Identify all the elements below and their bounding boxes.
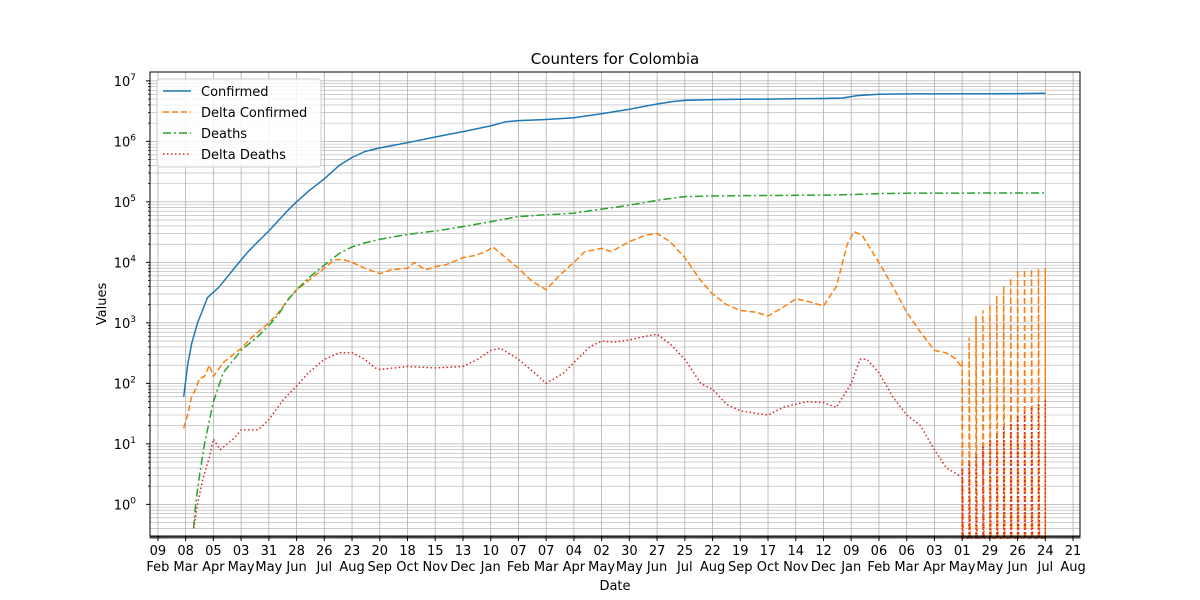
y-axis-label: Values <box>95 283 110 326</box>
x-tick-day: 28 <box>288 544 305 559</box>
legend-items: Confirmed Delta Confirmed Deaths Delta Deat… <box>163 85 307 163</box>
x-tick-month: Jun <box>1006 560 1027 575</box>
y-tick-label: 102 <box>114 375 136 392</box>
x-tick-day: 06 <box>898 544 915 559</box>
x-tick-month: Nov <box>783 560 809 575</box>
x-tick-day: 01 <box>954 544 971 559</box>
x-tick-day: 23 <box>344 544 361 559</box>
x-tick-day: 10 <box>482 544 499 559</box>
legend: Confirmed Delta Confirmed Deaths Delta Deat… <box>156 78 322 168</box>
series-line-1 <box>182 231 963 429</box>
x-tick-day: 13 <box>455 544 472 559</box>
x-tick-month: Aug <box>339 560 364 575</box>
x-tick-day: 26 <box>316 544 333 559</box>
legend-label-1: Delta Confirmed <box>201 106 307 121</box>
x-tick-month: Jan <box>840 560 861 575</box>
x-tick-month: Nov <box>423 560 449 575</box>
x-tick-month: May <box>228 560 255 575</box>
x-tick-month: Mar <box>534 560 559 575</box>
x-tick-day: 08 <box>177 544 194 559</box>
y-tick-label: 105 <box>114 194 136 211</box>
x-tick-day: 14 <box>787 544 804 559</box>
x-tick-day: 12 <box>815 544 832 559</box>
legend-label-0: Confirmed <box>201 85 269 100</box>
x-tick-month: Dec <box>811 560 836 575</box>
x-tick-month: Apr <box>563 560 586 575</box>
x-tick-month: Jan <box>480 560 501 575</box>
x-tick-month: Jul <box>1036 560 1053 575</box>
x-tick-month: Mar <box>173 560 198 575</box>
x-tick-day: 25 <box>677 544 694 559</box>
x-tick-month: Jul <box>676 560 693 575</box>
x-tick-day: 03 <box>233 544 250 559</box>
x-tick-month: Feb <box>146 560 169 575</box>
x-tick-month: Sep <box>368 560 393 575</box>
x-tick-month: Oct <box>396 560 418 575</box>
chart-title: Counters for Colombia <box>531 50 699 68</box>
x-tick-day: 09 <box>150 544 167 559</box>
x-tick-month: Apr <box>923 560 946 575</box>
series-line-3 <box>192 333 960 529</box>
x-tick-day: 09 <box>843 544 860 559</box>
x-tick-month: Jul <box>315 560 332 575</box>
x-tick-day: 06 <box>871 544 888 559</box>
y-tick-label: 100 <box>114 496 137 513</box>
legend-label-3: Delta Deaths <box>201 148 286 163</box>
x-tick-day: 05 <box>205 544 222 559</box>
x-tick-month: Feb <box>867 560 890 575</box>
x-tick-day: 27 <box>649 544 666 559</box>
plot-frame <box>149 71 1081 537</box>
x-tick-day: 17 <box>760 544 777 559</box>
x-tick-month: Aug <box>1060 560 1085 575</box>
y-tick-label: 104 <box>114 254 137 271</box>
y-tick-label: 107 <box>114 73 136 90</box>
x-tick-month: May <box>949 560 976 575</box>
x-tick-day: 07 <box>510 544 527 559</box>
x-tick-day: 19 <box>732 544 749 559</box>
x-tick-month: Aug <box>700 560 725 575</box>
x-tick-day: 07 <box>538 544 555 559</box>
x-tick-day: 03 <box>926 544 943 559</box>
x-tick-month: Sep <box>728 560 753 575</box>
x-tick-month: Mar <box>894 560 919 575</box>
axis-layer: 10010110210310410510610709Feb08Mar05Apr0… <box>114 73 1086 575</box>
legend-box <box>156 78 322 168</box>
x-tick-day: 18 <box>399 544 416 559</box>
x-tick-day: 31 <box>261 544 278 559</box>
x-tick-month: Jun <box>646 560 667 575</box>
x-tick-month: Oct <box>757 560 779 575</box>
x-tick-day: 29 <box>982 544 999 559</box>
x-tick-day: 26 <box>1009 544 1026 559</box>
x-tick-month: May <box>255 560 282 575</box>
series-line-0 <box>182 92 1046 397</box>
x-tick-month: Feb <box>507 560 530 575</box>
x-tick-month: Dec <box>450 560 475 575</box>
x-tick-day: 15 <box>427 544 444 559</box>
x-tick-day: 24 <box>1037 544 1054 559</box>
x-tick-month: May <box>976 560 1003 575</box>
y-tick-label: 106 <box>114 133 137 150</box>
x-tick-day: 20 <box>372 544 389 559</box>
x-tick-month: May <box>588 560 615 575</box>
y-tick-label: 101 <box>114 436 136 453</box>
legend-label-2: Deaths <box>201 127 247 142</box>
x-axis-label: Date <box>599 579 630 594</box>
series-layer <box>182 92 1047 539</box>
weekly-spikes-0 <box>961 268 1047 539</box>
x-tick-day: 02 <box>593 544 610 559</box>
x-tick-day: 04 <box>566 544 583 559</box>
y-tick-label: 103 <box>114 315 136 332</box>
weekly-spikes-1 <box>961 399 1047 539</box>
x-tick-day: 30 <box>621 544 638 559</box>
series-line-2 <box>192 192 1046 529</box>
x-tick-day: 21 <box>1065 544 1082 559</box>
x-tick-month: Jun <box>285 560 306 575</box>
x-tick-day: 22 <box>704 544 721 559</box>
x-tick-month: May <box>616 560 643 575</box>
x-tick-month: Apr <box>202 560 225 575</box>
